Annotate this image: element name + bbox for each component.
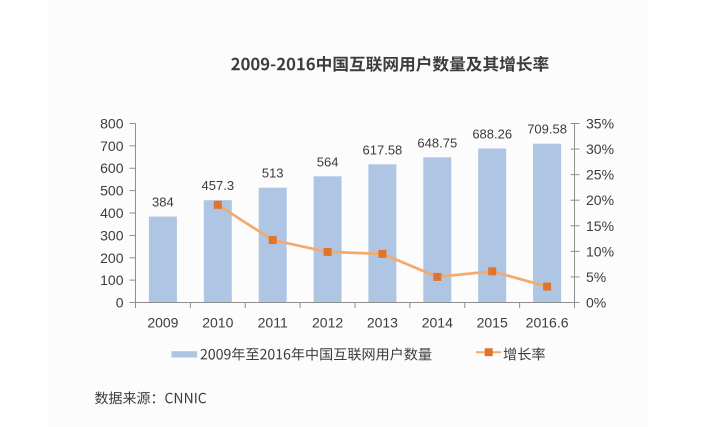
svg-text:2009: 2009 bbox=[147, 315, 178, 331]
svg-text:2011: 2011 bbox=[258, 315, 288, 331]
svg-text:400: 400 bbox=[100, 205, 124, 221]
svg-text:2012: 2012 bbox=[312, 315, 343, 331]
svg-text:513: 513 bbox=[262, 166, 284, 181]
svg-text:800: 800 bbox=[100, 116, 124, 132]
svg-text:384: 384 bbox=[152, 195, 174, 210]
svg-text:100: 100 bbox=[100, 272, 124, 288]
svg-text:10%: 10% bbox=[586, 243, 614, 259]
svg-text:2015: 2015 bbox=[477, 315, 508, 331]
svg-text:2013: 2013 bbox=[367, 315, 398, 331]
svg-text:2014: 2014 bbox=[422, 315, 453, 331]
svg-text:15%: 15% bbox=[586, 218, 614, 234]
svg-text:600: 600 bbox=[100, 160, 124, 176]
svg-text:0%: 0% bbox=[586, 295, 606, 311]
svg-text:709.58: 709.58 bbox=[527, 122, 567, 137]
svg-text:688.26: 688.26 bbox=[472, 127, 512, 142]
svg-text:700: 700 bbox=[100, 138, 124, 154]
svg-text:30%: 30% bbox=[586, 141, 614, 157]
svg-text:564: 564 bbox=[317, 154, 339, 169]
svg-text:200: 200 bbox=[100, 250, 124, 266]
svg-text:20%: 20% bbox=[586, 192, 614, 208]
svg-text:617.58: 617.58 bbox=[363, 142, 403, 157]
svg-text:0: 0 bbox=[116, 295, 124, 311]
svg-text:5%: 5% bbox=[586, 269, 606, 285]
svg-text:648.75: 648.75 bbox=[417, 135, 457, 150]
svg-text:300: 300 bbox=[100, 227, 124, 243]
svg-text:457.3: 457.3 bbox=[202, 178, 235, 193]
svg-text:2016.6: 2016.6 bbox=[526, 315, 569, 331]
svg-text:35%: 35% bbox=[586, 116, 614, 132]
svg-text:500: 500 bbox=[100, 183, 124, 199]
svg-text:25%: 25% bbox=[586, 167, 614, 183]
svg-text:2010: 2010 bbox=[202, 315, 233, 331]
